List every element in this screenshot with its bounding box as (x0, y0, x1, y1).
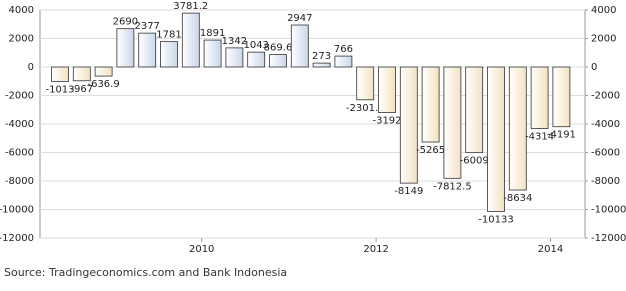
value-label: -3192 (372, 115, 401, 126)
bar (421, 66, 440, 143)
value-label: -4314 (525, 131, 554, 142)
bar (72, 66, 91, 82)
y-tick-label: 0 (28, 62, 34, 73)
y-tick-label: 4000 (9, 5, 34, 16)
value-label: -2301.3 (346, 103, 385, 114)
value-label: 1891 (200, 28, 225, 39)
bar (181, 12, 200, 68)
bar (312, 62, 331, 68)
y-tick-label: -2000 (5, 91, 34, 102)
value-label: -10133 (478, 214, 513, 225)
bar (508, 66, 527, 191)
y-tick-label: -12000 (0, 233, 34, 244)
value-label: -4191 (547, 130, 576, 141)
y-tick-label: 2000 (9, 34, 34, 45)
value-label: -5265 (416, 145, 445, 156)
x-tick-label: 2014 (538, 244, 563, 255)
value-label: 2690 (113, 17, 138, 28)
y-tick-label: -4000 (5, 119, 34, 130)
bar (269, 54, 287, 68)
value-label: 1342 (222, 36, 247, 47)
y2-tick-label: -2000 (591, 91, 620, 102)
value-label: 766 (334, 44, 353, 55)
y2-tick-label: -12000 (591, 233, 626, 244)
bar (378, 66, 396, 113)
value-label: -7812.5 (433, 181, 472, 192)
value-label: 273 (312, 51, 331, 62)
bar (552, 66, 571, 128)
bar (356, 66, 375, 101)
y-tick-label: -8000 (5, 176, 34, 187)
y2-tick-label: -8000 (591, 176, 620, 187)
value-label: -1013 (45, 84, 74, 95)
value-label: 2947 (287, 13, 312, 24)
y-tick-label: -6000 (5, 148, 34, 159)
value-label: -8149 (394, 186, 423, 197)
value-label: 2377 (134, 21, 159, 32)
x-tick-label: 2010 (189, 244, 214, 255)
value-label: 1043 (243, 40, 268, 51)
bar (94, 66, 113, 77)
bar (203, 39, 222, 68)
value-label: -8634 (503, 193, 532, 204)
y2-tick-label: 2000 (591, 34, 616, 45)
bar (225, 47, 244, 68)
bar (487, 66, 505, 212)
y2-tick-label: -10000 (591, 205, 626, 216)
y-tick-label: -10000 (0, 205, 34, 216)
bar (160, 41, 178, 68)
value-label: -967 (70, 84, 93, 95)
bar (51, 66, 69, 82)
bar (334, 55, 353, 68)
bar (138, 32, 157, 68)
bar (290, 24, 309, 68)
bar (443, 66, 462, 179)
bar (399, 66, 418, 184)
bar (247, 51, 266, 68)
value-label: -6009 (460, 156, 489, 167)
value-label: 1781 (156, 30, 181, 41)
bar (530, 66, 549, 129)
y2-tick-label: 0 (591, 62, 597, 73)
bar (465, 66, 484, 154)
x-tick-label: 2012 (363, 244, 388, 255)
source: Source: Tradingeconomics.com and Bank In… (4, 266, 287, 279)
y2-tick-label: -4000 (591, 119, 620, 130)
y2-tick-label: -6000 (591, 148, 620, 159)
value-label: 3781.2 (173, 1, 208, 12)
value-label: 869.6 (264, 43, 293, 54)
value-label: -636.9 (87, 79, 119, 90)
y2-tick-label: 4000 (591, 5, 616, 16)
bar (116, 28, 135, 68)
